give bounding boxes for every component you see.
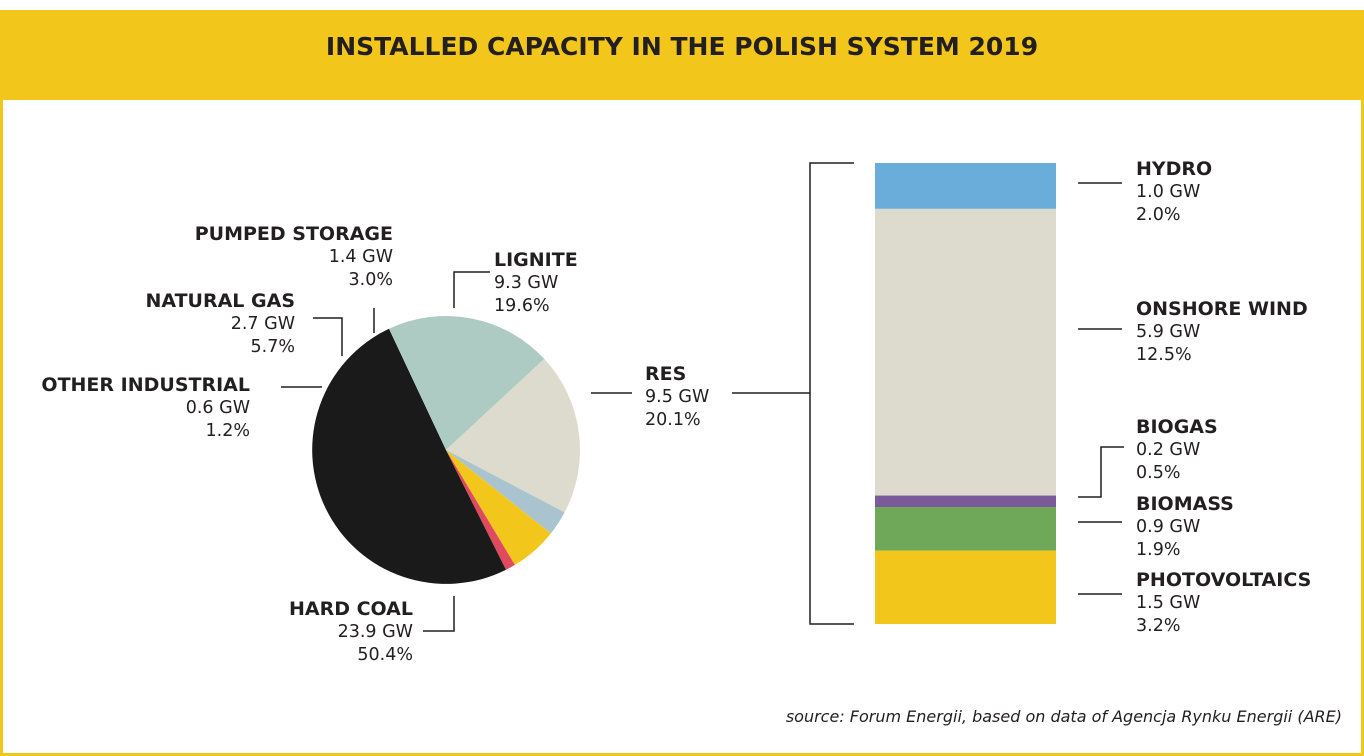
pie-label-gw-hard_coal: 23.9 GW bbox=[338, 622, 413, 642]
leader-line-natural-gas bbox=[313, 317, 343, 356]
pie-label-pct-lignite: 19.6% bbox=[494, 296, 550, 316]
leader-line-lignite bbox=[453, 271, 490, 308]
bar-label-gw-hydro: 1.0 GW bbox=[1136, 182, 1200, 202]
pie-label-name-lignite: LIGNITE bbox=[494, 249, 578, 271]
bar-segment-biomass bbox=[875, 507, 1056, 551]
leader-line-hard-coal bbox=[423, 596, 455, 632]
pie-label-pct-natural_gas: 5.7% bbox=[251, 337, 295, 357]
pie-label-pct-pumped_storage: 3.0% bbox=[349, 270, 393, 290]
bar-label-gw-biomass: 0.9 GW bbox=[1136, 517, 1200, 537]
pie-slice-hard_coal bbox=[312, 328, 507, 584]
bar-label-gw-onshore_wind: 5.9 GW bbox=[1136, 322, 1200, 342]
pie-label-pct-res: 20.1% bbox=[645, 410, 701, 430]
bar-segment-onshore_wind bbox=[875, 208, 1056, 496]
bar-label-name-biogas: BIOGAS bbox=[1136, 416, 1218, 438]
pie-label-gw-other_industrial: 0.6 GW bbox=[186, 398, 250, 418]
bar-label-gw-biogas: 0.2 GW bbox=[1136, 440, 1200, 460]
bar-label-name-biomass: BIOMASS bbox=[1136, 493, 1234, 515]
bar-segment-hydro bbox=[875, 163, 1056, 209]
pie-label-pct-other_industrial: 1.2% bbox=[206, 421, 250, 441]
bar-label-name-photovoltaics: PHOTOVOLTAICS bbox=[1136, 569, 1311, 591]
pie-label-pct-hard_coal: 50.4% bbox=[357, 645, 413, 665]
bar-label-pct-onshore_wind: 12.5% bbox=[1136, 345, 1192, 365]
chart-title: INSTALLED CAPACITY IN THE POLISH SYSTEM … bbox=[325, 32, 1039, 61]
bar-segment-photovoltaics bbox=[875, 550, 1056, 624]
pie-label-name-res: RES bbox=[645, 363, 686, 385]
pie-label-gw-lignite: 9.3 GW bbox=[494, 273, 558, 293]
bar-label-pct-photovoltaics: 3.2% bbox=[1136, 616, 1180, 636]
pie-slice-pumped_storage bbox=[446, 450, 565, 534]
bar-label-pct-biogas: 0.5% bbox=[1136, 463, 1180, 483]
pie-label-gw-pumped_storage: 1.4 GW bbox=[329, 247, 393, 267]
bar-label-pct-biomass: 1.9% bbox=[1136, 540, 1180, 560]
pie-slice-other_industrial bbox=[446, 450, 515, 570]
pie-label-name-natural_gas: NATURAL GAS bbox=[145, 290, 295, 312]
chart-frame bbox=[0, 10, 1364, 756]
bar-label-name-hydro: HYDRO bbox=[1136, 158, 1212, 180]
bar-label-name-onshore_wind: ONSHORE WIND bbox=[1136, 298, 1308, 320]
pie-label-gw-res: 9.5 GW bbox=[645, 387, 709, 407]
pie-slice-lignite bbox=[446, 358, 581, 513]
leader-line-biogas bbox=[1078, 446, 1124, 498]
bar-segment-biogas bbox=[875, 495, 1056, 508]
pie-slice-res bbox=[388, 315, 545, 450]
pie-label-name-hard_coal: HARD COAL bbox=[289, 598, 413, 620]
source-note: source: Forum Energii, based on data of … bbox=[785, 707, 1342, 726]
pie-label-name-pumped_storage: PUMPED STORAGE bbox=[195, 223, 393, 245]
res-bracket bbox=[809, 162, 854, 625]
pie-slice-natural_gas bbox=[446, 450, 551, 565]
title-banner bbox=[0, 10, 1364, 100]
bar-label-pct-hydro: 2.0% bbox=[1136, 205, 1180, 225]
pie-label-name-other_industrial: OTHER INDUSTRIAL bbox=[41, 374, 250, 396]
bar-label-gw-photovoltaics: 1.5 GW bbox=[1136, 593, 1200, 613]
pie-label-gw-natural_gas: 2.7 GW bbox=[231, 314, 295, 334]
